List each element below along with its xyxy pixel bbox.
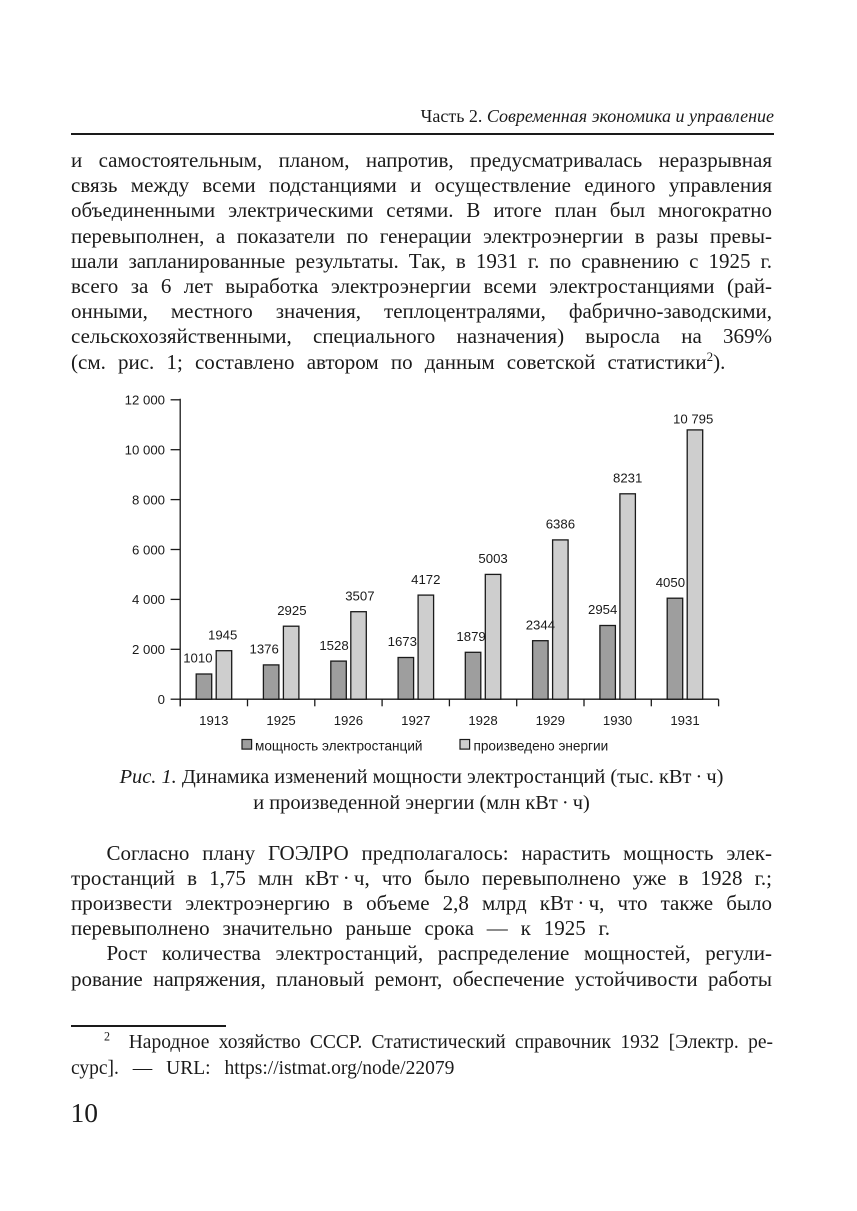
svg-text:2954: 2954 (588, 602, 617, 617)
svg-text:8 000: 8 000 (132, 492, 165, 507)
svg-text:3507: 3507 (345, 588, 374, 603)
svg-text:2925: 2925 (277, 603, 306, 618)
svg-text:5003: 5003 (478, 551, 507, 566)
svg-text:1879: 1879 (456, 629, 485, 644)
svg-text:4 000: 4 000 (132, 592, 165, 607)
svg-text:произведено энергии: произведено энергии (474, 738, 609, 753)
svg-text:10 000: 10 000 (125, 443, 165, 458)
svg-text:4050: 4050 (656, 575, 685, 590)
svg-text:6386: 6386 (546, 517, 575, 532)
svg-text:2 000: 2 000 (132, 642, 165, 657)
svg-text:1925: 1925 (266, 713, 295, 728)
svg-text:8231: 8231 (613, 471, 642, 486)
svg-text:1945: 1945 (208, 627, 237, 642)
svg-text:1931: 1931 (670, 713, 699, 728)
svg-text:1913: 1913 (199, 713, 228, 728)
svg-text:мощность электростанций: мощность электростанций (255, 738, 423, 753)
svg-text:1927: 1927 (401, 713, 430, 728)
svg-text:1928: 1928 (468, 713, 497, 728)
svg-text:1926: 1926 (334, 713, 363, 728)
svg-text:1929: 1929 (536, 713, 565, 728)
svg-text:12 000: 12 000 (125, 393, 165, 408)
svg-text:2344: 2344 (526, 617, 555, 632)
svg-text:4172: 4172 (411, 572, 440, 587)
svg-text:1673: 1673 (388, 634, 417, 649)
svg-text:1376: 1376 (250, 642, 279, 657)
svg-text:6 000: 6 000 (132, 542, 165, 557)
svg-text:1930: 1930 (603, 713, 632, 728)
svg-text:10 795: 10 795 (673, 412, 713, 427)
svg-text:1528: 1528 (319, 638, 348, 653)
svg-text:1010: 1010 (183, 651, 212, 666)
svg-text:0: 0 (158, 692, 165, 707)
